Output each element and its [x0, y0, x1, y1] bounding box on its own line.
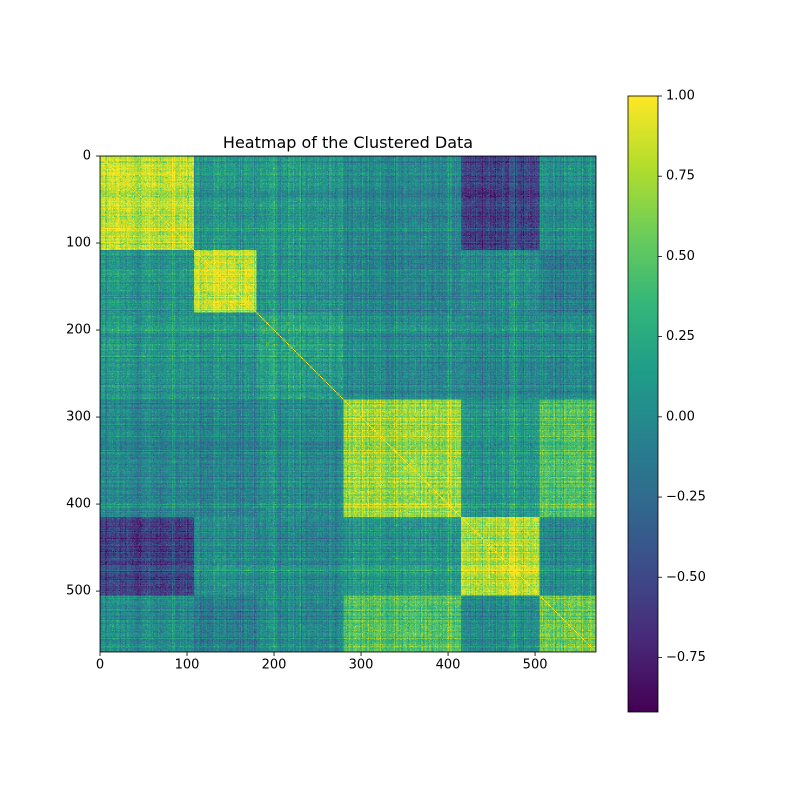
- x-tick-label: 500: [523, 658, 548, 673]
- colorbar-tick-label: −0.75: [666, 650, 706, 665]
- y-tick-label: 0: [83, 149, 91, 164]
- y-axis: 0 100 200 300 400 500: [66, 149, 100, 599]
- x-axis: 0 100 200 300 400 500: [96, 652, 548, 673]
- colorbar-frame: [627, 95, 659, 713]
- x-tick-label: 200: [262, 658, 287, 673]
- colorbar-tick-label: 0.25: [666, 329, 695, 344]
- colorbar-tick-label: 0.75: [666, 169, 695, 184]
- colorbar-tick-label: 1.00: [666, 89, 695, 104]
- heatmap-image: [100, 156, 596, 652]
- colorbar-tick-label: −0.50: [666, 570, 706, 585]
- chart-title: Heatmap of the Clustered Data: [223, 133, 473, 152]
- colorbar-tick-label: 0.50: [666, 249, 695, 264]
- x-tick-label: 0: [96, 658, 104, 673]
- y-tick-label: 400: [66, 497, 91, 512]
- y-tick-label: 200: [66, 323, 91, 338]
- colorbar-tick-label: −0.25: [666, 490, 706, 505]
- colorbar-tick-label: 0.00: [666, 409, 695, 424]
- y-tick-label: 500: [66, 584, 91, 599]
- x-tick-label: 100: [175, 658, 200, 673]
- plot-area: [99, 155, 597, 653]
- plot-frame: [99, 155, 597, 653]
- colorbar-ticks: 1.00 0.75 0.50 0.25 0.00 −0.25 −0.50 −0.75: [658, 89, 706, 665]
- x-tick-label: 400: [436, 658, 461, 673]
- x-tick-label: 300: [349, 658, 374, 673]
- colorbar-gradient: [628, 96, 658, 712]
- colorbar: 1.00 0.75 0.50 0.25 0.00 −0.25 −0.50 −0.75: [627, 89, 706, 713]
- y-tick-label: 300: [66, 410, 91, 425]
- y-tick-label: 100: [66, 236, 91, 251]
